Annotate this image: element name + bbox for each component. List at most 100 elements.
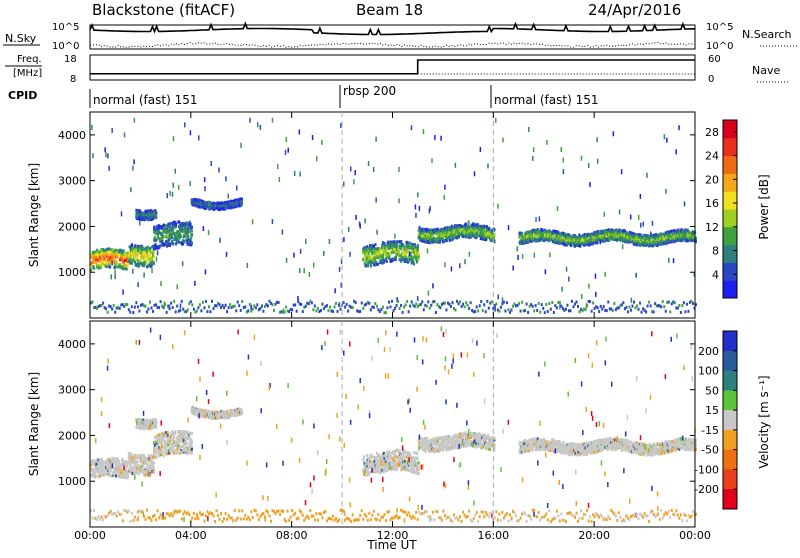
echo-cell <box>495 302 497 305</box>
echo-cell <box>135 301 137 304</box>
echo-cell <box>129 258 131 261</box>
echo-cell <box>175 223 177 226</box>
echo-cell <box>187 223 189 228</box>
echo-cell <box>408 310 410 313</box>
echo-cell <box>155 456 157 459</box>
echo-cell <box>666 138 668 143</box>
echo-cell <box>172 306 174 309</box>
velocity-echoes <box>90 326 697 523</box>
echo-cell <box>155 216 157 219</box>
ytick-label: 1000 <box>58 266 86 279</box>
echo-cell <box>477 309 479 312</box>
echo-cell <box>102 302 104 305</box>
echo-cell <box>622 240 624 243</box>
echo-cell <box>203 306 205 309</box>
echo-cell <box>455 309 457 312</box>
echo-cell <box>191 303 193 306</box>
echo-cell <box>238 304 240 307</box>
echo-cell <box>622 301 624 304</box>
nsky-label: N.Sky <box>5 32 37 45</box>
echo-cell <box>497 294 499 299</box>
echo-cell <box>539 311 541 314</box>
echo-cell <box>402 311 404 314</box>
freq-label-line1: Freq. <box>17 54 42 65</box>
echo-cell <box>385 257 387 260</box>
noise-tick-high-right: 10^5 <box>706 22 733 33</box>
echo-cell <box>235 309 237 312</box>
nave-tick-high: 60 <box>708 54 721 65</box>
echo-cell <box>180 303 182 308</box>
echo-cell <box>137 282 139 287</box>
beam-title: Beam 18 <box>356 1 423 19</box>
echo-cell <box>323 251 325 256</box>
echo-cell <box>178 185 180 190</box>
echo-cell <box>154 451 156 454</box>
echo-cell <box>294 303 296 306</box>
echo-cell <box>640 223 642 228</box>
echo-cell <box>389 253 391 256</box>
echo-cell <box>164 235 166 238</box>
echo-cell <box>226 310 228 313</box>
echo-cell <box>533 309 535 312</box>
echo-cell <box>321 140 323 145</box>
echo-cell <box>396 243 398 246</box>
echo-cell <box>252 308 254 311</box>
echo-cell <box>668 258 670 263</box>
echo-cell <box>566 267 568 272</box>
echo-cell <box>305 239 307 244</box>
echo-cell <box>109 266 111 269</box>
echo-cell <box>556 306 558 309</box>
echo-cell <box>153 467 155 470</box>
echo-cell <box>498 310 500 313</box>
echo-cell <box>415 213 417 218</box>
noise-traces <box>90 24 695 48</box>
echo-cell <box>313 263 315 268</box>
echo-cell <box>153 262 155 265</box>
echo-cell <box>176 450 178 453</box>
echo-cell <box>650 304 652 307</box>
echo-cell <box>606 309 608 312</box>
echo-cell <box>646 173 648 178</box>
echo-cell <box>114 274 116 279</box>
echo-cell <box>397 300 399 303</box>
echo-cell <box>241 198 243 201</box>
echo-cell <box>136 257 138 260</box>
echo-cell <box>400 304 402 307</box>
nave-label: Nave <box>752 64 780 77</box>
echo-cell <box>135 472 137 475</box>
echo-cell <box>191 432 193 435</box>
echo-cell <box>613 302 615 305</box>
echo-cell <box>236 185 238 190</box>
echo-cell <box>178 442 180 445</box>
noise-tick-high-left: 10^5 <box>52 22 79 33</box>
echo-cell <box>98 250 100 253</box>
echo-cell <box>189 181 191 186</box>
echo-cell <box>170 302 172 305</box>
echo-cell <box>595 292 597 297</box>
echo-cell <box>326 304 328 307</box>
echo-cell <box>193 308 195 311</box>
cpid-label: CPID <box>8 89 37 102</box>
echo-cell <box>104 147 106 152</box>
echo-cell <box>398 198 400 203</box>
echo-cell <box>532 156 534 161</box>
echo-cell <box>474 171 476 176</box>
echo-cell <box>137 456 139 459</box>
echo-cell <box>517 255 519 260</box>
echo-cell <box>388 301 390 304</box>
echo-cell <box>534 253 536 258</box>
echo-cell <box>151 214 153 219</box>
echo-cell <box>572 305 574 308</box>
echo-cell <box>464 259 466 264</box>
echo-cell <box>142 247 144 250</box>
echo-cell <box>132 166 134 171</box>
echo-cell <box>683 301 685 304</box>
echo-cell <box>648 301 650 304</box>
echo-cell <box>528 127 530 132</box>
echo-cell <box>455 163 457 168</box>
echo-cell <box>380 251 382 254</box>
echo-cell <box>303 268 305 273</box>
echo-cell <box>123 249 125 252</box>
echo-cell <box>354 170 356 175</box>
